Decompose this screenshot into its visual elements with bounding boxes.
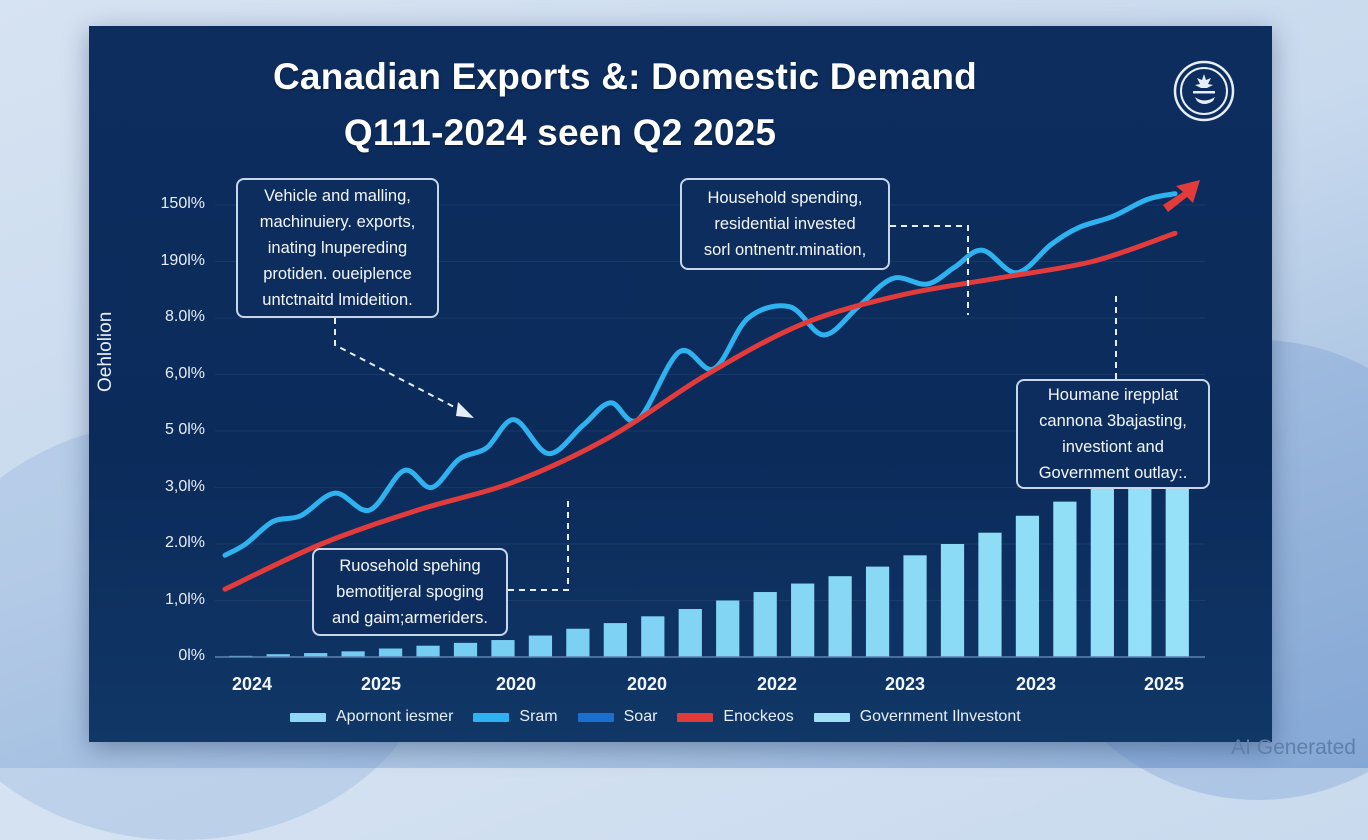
annotation-line: investiont and [1062,438,1164,456]
annotation-line: Ruosehold spehing [339,557,481,575]
annotation-household-top: Household spending, residential invested s… [680,178,890,270]
line-series-enockeos [222,230,1178,592]
maple-leaf-emblem-icon [1173,60,1235,122]
legend-label: Apornont iesmer [336,708,454,725]
x-tick-label: 2022 [756,674,798,694]
x-tick-label: 2023 [884,674,926,694]
bar [266,654,290,657]
legend-item: Apornont iesmer [290,708,453,726]
x-tick-label: 2020 [626,674,668,694]
legend-swatch [577,712,614,722]
legend-item: Soar [577,708,658,726]
bar [453,642,478,657]
bar [528,635,553,657]
y-tick-label: 3,0l% [164,477,205,495]
legend-swatch [677,712,714,722]
bar [1015,515,1040,657]
chart-subtitle: Q111-2024 seen Q2 2025 [343,112,777,153]
bar [304,653,328,657]
annotation-government: Houmane irepplat cannona 3bajasting, inves… [1016,379,1210,489]
bar [753,592,777,657]
annotation-line: sorl ontnentr.mination, [703,241,867,259]
x-tick-label: 2024 [231,674,273,694]
bar [416,645,440,657]
legend-label: Soar [623,708,658,725]
bar [341,651,365,657]
annotation-line: inating lnupereding [267,239,408,257]
bar [566,628,590,657]
legend-item: Sram [473,708,558,726]
y-tick-label: 5 0l% [164,421,205,438]
annotation-line: and gaim;armeriders. [332,609,488,627]
y-tick-label: 0l% [178,647,205,664]
bar [791,583,815,657]
bar [865,566,890,657]
bar [603,623,627,657]
legend-label: Enockeos [723,708,794,725]
annotation-line: Household spending, [707,189,863,207]
y-tick-label: 8.0l% [164,308,205,325]
y-tick-label: 6,0l% [164,364,205,382]
bar [978,532,1002,657]
bar [1128,464,1152,657]
annotation-household-bottom: Ruosehold spehing bemotitjeral spoging and… [312,548,508,636]
legend-swatch [290,712,326,722]
annotation-exports: Vehicle and malling, machinuiery. exports… [236,178,439,318]
legend-swatch [813,712,850,722]
annotation-line: machinuiery. exports, [259,213,416,231]
bar [378,648,403,657]
chart-title: Canadian Exports &: Domestic Demand [273,56,977,97]
bar [903,555,927,657]
y-tick-label: 190l% [160,251,205,269]
annotation-line: Houmane irepplat [1047,386,1179,404]
annotation-line: protiden. oueiplence [263,265,412,283]
connector-line [508,498,569,591]
bar [678,608,702,657]
connector-arrowhead-icon [456,402,474,418]
x-tick-label: 2020 [495,674,537,694]
trend-up-arrow-icon [1163,180,1200,212]
bar [940,544,965,657]
legend-item: Enockeos [677,708,794,726]
legend-swatch [473,712,510,722]
bar [828,576,852,657]
annotation-line: cannona 3bajasting, [1039,412,1187,430]
connector-line [890,225,969,315]
legend-label: Sram [519,708,558,725]
annotation-line: untctnaitd lmideition. [262,291,413,309]
bar [1090,484,1114,657]
x-tick-label: 2025 [1143,674,1185,694]
x-tick-label: 2025 [360,674,402,694]
bar [1165,445,1189,657]
annotation-line: bemotitjeral spoging [336,583,484,601]
annotation-line: Vehicle and malling, [264,187,411,205]
connector-line [334,318,461,411]
watermark: AI Generated [1231,736,1356,759]
chart-legend: Apornont iesmer Sram Soar Enockeos Governmen… [290,708,1041,726]
y-tick-label: 1,0l% [164,590,205,608]
legend-item: Government Ilnvestont [813,708,1021,726]
bar [491,640,515,657]
bar [641,616,665,657]
annotation-line: residential invested [714,215,856,233]
y-tick-label: 2.0l% [164,534,205,551]
bar [1053,501,1077,657]
y-tick-label: 150l% [160,195,205,212]
x-tick-label: 2023 [1015,674,1057,694]
annotation-line: Government outlay:. [1038,464,1188,482]
bar [716,600,740,657]
legend-label: Government Ilnvestont [859,708,1021,725]
